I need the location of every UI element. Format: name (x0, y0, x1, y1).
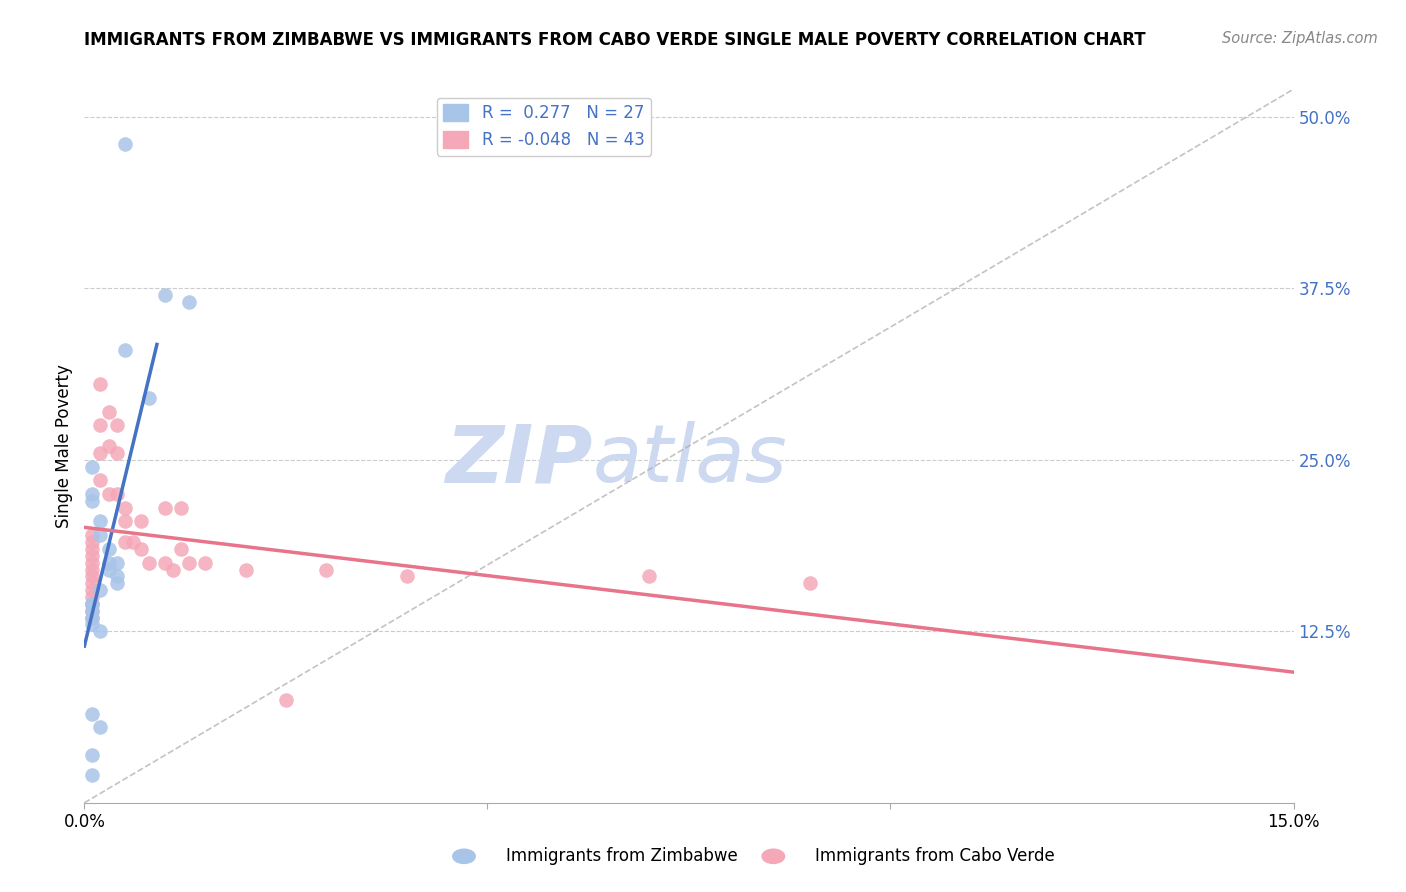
Point (105, 556, 128, 570)
Point (82, 617, 104, 632)
Point (97, 405, 120, 419)
Point (114, 535, 136, 549)
Point (82, 549, 104, 563)
Text: IMMIGRANTS FROM ZIMBABWE VS IMMIGRANTS FROM CABO VERDE SINGLE MALE POVERTY CORRE: IMMIGRANTS FROM ZIMBABWE VS IMMIGRANTS F… (84, 31, 1146, 49)
Point (105, 487, 128, 501)
Point (274, 693, 297, 707)
Point (114, 343, 136, 357)
Text: ZIP: ZIP (444, 421, 592, 500)
Point (235, 562, 257, 576)
Text: Source: ZipAtlas.com: Source: ZipAtlas.com (1222, 31, 1378, 46)
Point (82, 576, 104, 591)
Point (138, 556, 160, 570)
Point (82, 610, 104, 624)
Y-axis label: Single Male Poverty: Single Male Poverty (55, 364, 73, 528)
Point (82, 604, 104, 618)
Point (97, 556, 120, 570)
Point (82, 562, 104, 576)
Point (114, 137, 136, 152)
Point (179, 294, 201, 309)
Point (82, 535, 104, 549)
Point (179, 556, 201, 570)
Point (82, 768, 104, 782)
Point (97, 487, 120, 501)
Point (153, 500, 176, 515)
Point (89, 418, 111, 433)
Point (82, 556, 104, 570)
Point (114, 500, 136, 515)
Point (315, 562, 337, 576)
Point (82, 459, 104, 474)
Point (153, 288, 176, 302)
Point (82, 590, 104, 604)
Point (89, 528, 111, 542)
Point (105, 576, 128, 591)
Point (89, 583, 111, 598)
Point (82, 487, 104, 501)
Point (82, 541, 104, 556)
Point (170, 541, 193, 556)
Point (121, 535, 143, 549)
Point (129, 515, 152, 529)
Point (82, 528, 104, 542)
Point (170, 500, 193, 515)
Point (194, 556, 217, 570)
Text: atlas: atlas (592, 421, 787, 500)
Point (82, 597, 104, 611)
Point (105, 446, 128, 460)
Point (82, 597, 104, 611)
Point (129, 541, 152, 556)
Point (82, 610, 104, 624)
Point (82, 583, 104, 598)
Point (799, 576, 821, 591)
Point (82, 706, 104, 721)
Point (82, 747, 104, 762)
Legend: R =  0.277   N = 27, R = -0.048   N = 43: R = 0.277 N = 27, R = -0.048 N = 43 (437, 97, 651, 155)
Point (162, 562, 184, 576)
Point (89, 473, 111, 487)
Point (82, 597, 104, 611)
Point (82, 569, 104, 583)
Point (138, 391, 160, 405)
Point (637, 569, 659, 583)
Text: Immigrants from Cabo Verde: Immigrants from Cabo Verde (815, 847, 1056, 865)
Point (395, 569, 418, 583)
Point (97, 439, 120, 453)
Point (82, 494, 104, 508)
Point (105, 569, 128, 583)
Point (97, 562, 120, 576)
Point (97, 541, 120, 556)
Point (114, 515, 136, 529)
Point (82, 604, 104, 618)
Point (153, 556, 176, 570)
Point (89, 624, 111, 639)
Point (89, 720, 111, 734)
Point (105, 418, 128, 433)
Point (89, 446, 111, 460)
Text: Immigrants from Zimbabwe: Immigrants from Zimbabwe (506, 847, 738, 865)
Point (89, 377, 111, 392)
Point (89, 515, 111, 529)
